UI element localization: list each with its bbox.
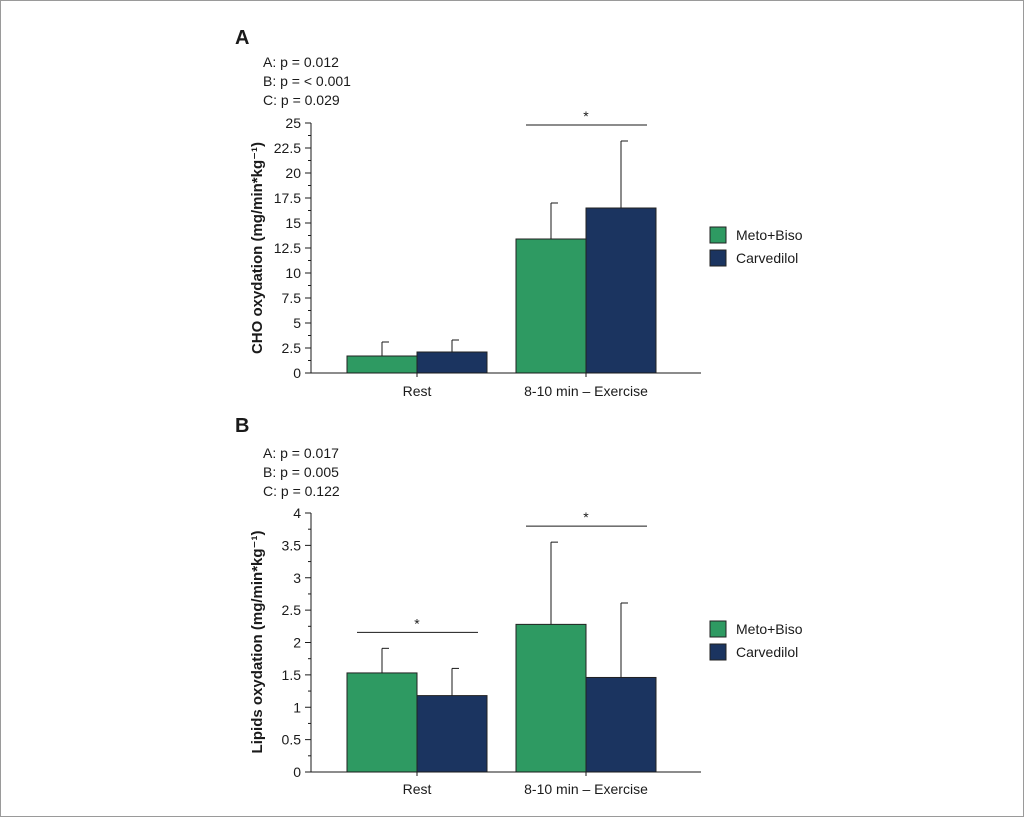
- y-tick-label: 0: [293, 365, 301, 381]
- y-tick-label: 15: [285, 215, 301, 231]
- panel-a-legend-label-meto-biso: Meto+Biso: [736, 227, 803, 243]
- y-tick-label: 7.5: [282, 290, 302, 306]
- panel-a-legend-swatch-carvedilol: [709, 249, 727, 267]
- panel-b-category-exercise: 8-10 min – Exercise: [524, 781, 648, 797]
- y-tick-label: 22.5: [274, 140, 301, 156]
- panel-b-significance: **: [357, 509, 647, 633]
- bar: [346, 672, 418, 773]
- bar: [515, 238, 587, 374]
- panel-a-stat-a: A: p = 0.012: [263, 54, 339, 70]
- y-tick-label: 1.5: [282, 667, 302, 683]
- bar: [346, 355, 418, 374]
- y-tick-label: 17.5: [274, 190, 301, 206]
- panel-b-stat-c: C: p = 0.122: [263, 483, 340, 499]
- panel-a-stat-c: C: p = 0.029: [263, 92, 340, 108]
- panel-a-y-axis-label: CHO oxydation (mg/min*kg⁻¹): [249, 142, 266, 354]
- panel-b-bars: [346, 623, 657, 773]
- y-tick-label: 3.5: [282, 537, 302, 553]
- panel-b-letter: B: [235, 415, 249, 437]
- y-tick-label: 25: [285, 115, 301, 131]
- panel-a-legend: Meto+Biso Carvedilol: [709, 226, 803, 267]
- panel-a-significance: *: [526, 108, 647, 126]
- y-tick-label: 3: [293, 570, 301, 586]
- y-tick-label: 1: [293, 699, 301, 715]
- panel-b-category-rest: Rest: [403, 781, 432, 797]
- panel-a-legend-label-carvedilol: Carvedilol: [736, 250, 798, 266]
- panel-b: B A: p = 0.017 B: p = 0.005 C: p = 0.122…: [235, 415, 803, 797]
- y-tick-label: 0.5: [282, 732, 302, 748]
- y-tick-label: 10: [285, 265, 301, 281]
- significance-marker: *: [583, 509, 589, 525]
- significance-marker: *: [583, 108, 589, 124]
- y-tick-label: 4: [293, 505, 301, 521]
- panel-b-y-axis-label: Lipids oxydation (mg/min*kg⁻¹): [249, 531, 266, 754]
- y-tick-label: 20: [285, 165, 301, 181]
- panel-b-stat-b: B: p = 0.005: [263, 464, 339, 480]
- panel-b-error-bars: [381, 541, 628, 696]
- panel-b-stat-a: A: p = 0.017: [263, 445, 339, 461]
- panel-a-category-exercise: 8-10 min – Exercise: [524, 383, 648, 399]
- y-tick-label: 2: [293, 635, 301, 651]
- panel-a-error-bars: [381, 140, 628, 356]
- bar: [416, 695, 488, 773]
- panel-a-letter: A: [235, 27, 249, 49]
- y-tick-label: 2.5: [282, 602, 302, 618]
- y-tick-label: 2.5: [282, 340, 302, 356]
- panel-a-stat-b: B: p = < 0.001: [263, 73, 351, 89]
- bar: [515, 623, 587, 773]
- panel-b-legend: Meto+Biso Carvedilol: [709, 620, 803, 661]
- panel-a-bars: [346, 207, 657, 374]
- panel-b-legend-swatch-meto-biso: [709, 620, 727, 638]
- panel-b-legend-label-carvedilol: Carvedilol: [736, 644, 798, 660]
- y-tick-label: 12.5: [274, 240, 301, 256]
- panel-b-y-ticks: 0 0.5 1 1.5 2 2.5 3 3.5 4: [282, 505, 311, 780]
- y-tick-label: 0: [293, 764, 301, 780]
- significance-marker: *: [414, 615, 420, 631]
- panel-a-legend-swatch-meto-biso: [709, 226, 727, 244]
- bar: [585, 207, 657, 374]
- bar: [585, 676, 657, 773]
- y-tick-label: 5: [293, 315, 301, 331]
- panel-b-legend-label-meto-biso: Meto+Biso: [736, 621, 803, 637]
- bar: [416, 351, 488, 374]
- panel-a-y-ticks: 0 2.5 5 7.5 10 12.5 15 17.5 20 22.5 25: [274, 115, 311, 381]
- panel-a: A A: p = 0.012 B: p = < 0.001 C: p = 0.0…: [235, 27, 803, 399]
- panel-a-category-rest: Rest: [403, 383, 432, 399]
- panel-b-legend-swatch-carvedilol: [709, 643, 727, 661]
